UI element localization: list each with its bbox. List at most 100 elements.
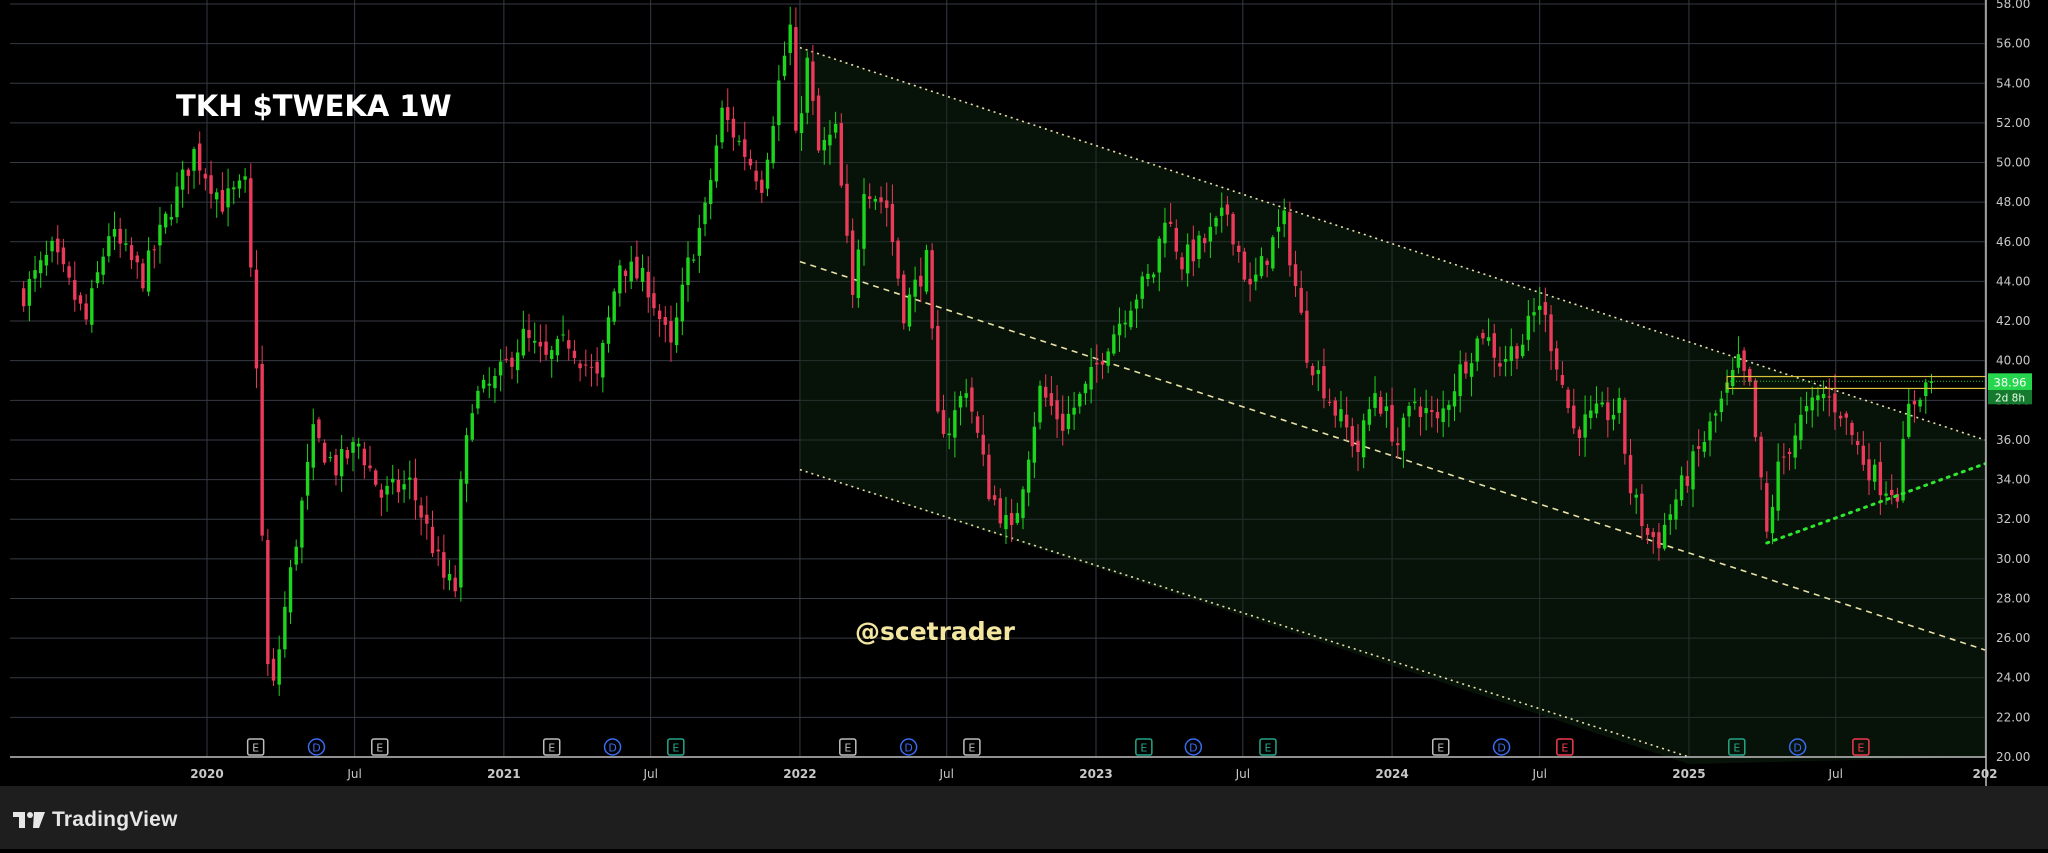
earnings-marker: E [1259,738,1277,756]
y-tick-label: 32.00 [1996,512,2030,526]
candle-body [1782,456,1786,458]
candle-body [124,243,128,245]
axes: 20.00 22.00 24.00 26.00 28.00 30.00 32.00 34.00… [10,0,2030,786]
candle-body [1276,226,1281,232]
candle-body [1089,367,1093,390]
candle-body [334,454,338,476]
candle-body [254,269,259,369]
candle-body [135,255,139,263]
candle-body [1009,513,1014,526]
earnings-icon [371,738,389,756]
candle-body [1310,365,1315,376]
marker-label: E [1733,742,1740,755]
candle-body [646,271,650,298]
candle-body [1185,244,1190,274]
candle-body [1356,440,1360,452]
marker-label: D [1189,742,1197,755]
candle-body [1503,359,1508,362]
candle-body [856,249,861,299]
candle-body [476,390,480,409]
earnings-marker: E [1135,738,1153,756]
candle-body [1032,426,1037,463]
candle-body [538,341,543,347]
candle-body [1123,322,1127,325]
candle-body [1748,368,1752,382]
candle-body [913,279,917,297]
x-tick-label: Jul [642,767,657,781]
chart-title: TKH $TWEKA 1W [176,89,452,123]
candle-body [964,393,968,398]
candle-body [1855,441,1860,446]
candle-body [300,500,304,548]
candle-body [561,334,565,336]
candle-body [794,27,798,131]
last-price-tag: 38.96 2d 8h [1988,373,2032,405]
x-tick-label: Jul [1531,767,1546,781]
candle-body [311,424,315,468]
candle-body [953,410,957,438]
candle-body [1572,405,1576,429]
candle-body [1401,417,1406,451]
dividend-marker: D [603,738,622,756]
candle-body [180,169,185,190]
candle-body [1878,461,1883,496]
candle-body [833,123,838,133]
candle-body [816,95,821,151]
y-tick-label: 24.00 [1996,671,2030,685]
candle-body [1430,410,1434,413]
candle-body [1736,354,1741,368]
candle-body [1072,407,1076,415]
candle-body [1282,210,1286,225]
candle-body [1288,212,1292,266]
candle-body [192,149,196,171]
candle-body [453,577,457,592]
candle-body [215,192,219,200]
candle-body [845,183,849,236]
candle-body [1299,287,1303,313]
candle-body [27,279,32,306]
candle-body [243,176,247,180]
y-tick-label: 22.00 [1996,710,2030,724]
candle-body [317,419,321,439]
candle-body [930,250,934,329]
earnings-icon [246,738,265,756]
candle-body [839,123,844,186]
candle-body [760,179,764,193]
x-tick-label: 2025 [1672,767,1705,781]
footer-bar [0,786,2048,849]
candle-body [1895,493,1900,502]
dividend-marker: D [1184,738,1203,756]
x-tick-label: Jul [346,767,361,781]
y-tick-label: 36.00 [1996,433,2030,447]
author-watermark: @scetrader [855,617,1016,646]
candle-body [805,57,809,113]
candle-body [754,170,758,182]
tradingview-brand[interactable]: TradingView [12,805,178,835]
candle-body [1628,455,1633,494]
candle-body [555,339,560,356]
y-tick-label: 46.00 [1996,235,2030,249]
candle-body [322,442,327,463]
candle-body [101,256,105,275]
candle-body [601,342,605,378]
candle-body [510,357,514,367]
candle-body [1112,334,1116,354]
candle-body [958,395,963,408]
candle-body [152,249,156,251]
candle-body [1827,396,1831,398]
candle-body [493,376,497,389]
candle-body [1367,409,1372,425]
marker-label: E [844,742,851,755]
candle-body [158,224,162,246]
candle-body [1634,494,1638,498]
candle-body [1674,499,1678,520]
candle-body [924,249,929,292]
candle-body [771,126,775,164]
candle-body [1271,237,1275,269]
candle-body [1577,429,1582,439]
candle-body [1373,393,1377,408]
candle-body [1015,513,1020,523]
candle-body [1140,276,1144,299]
candle-body [402,484,406,490]
